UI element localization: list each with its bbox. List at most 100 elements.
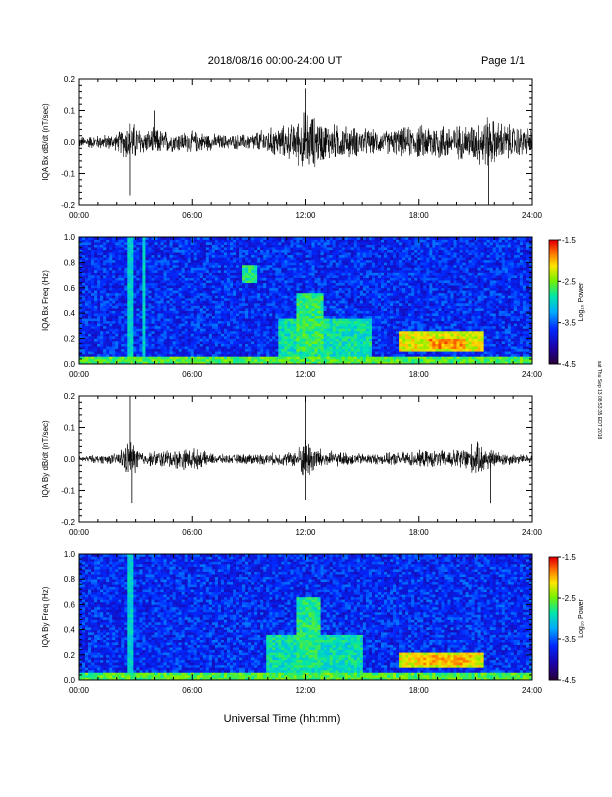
spectrogram-cell (188, 257, 191, 260)
spectrogram-cell (194, 336, 197, 339)
spectrogram-cell (100, 334, 103, 337)
spectrogram-cell (103, 240, 106, 243)
spectrogram-cell (324, 283, 327, 286)
spectrogram-cell (212, 354, 215, 357)
spectrogram-cell (333, 359, 336, 362)
spectrogram-cell (155, 313, 158, 316)
spectrogram-cell (278, 313, 281, 316)
spectrogram-cell (257, 257, 260, 260)
spectrogram-cell (330, 359, 333, 362)
spectrogram-cell (185, 267, 188, 270)
spectrogram-cell (218, 301, 221, 304)
spectrogram-cell (118, 257, 121, 260)
spectrogram-cell (351, 326, 354, 329)
spectrogram-cell (200, 303, 203, 306)
spectrogram-cell (197, 240, 200, 243)
spectrogram-cell (200, 280, 203, 283)
spectrogram-cell (227, 321, 230, 324)
spectrogram-cell (130, 301, 133, 304)
spectrogram-cell (363, 339, 366, 342)
spectrogram-cell (218, 298, 221, 301)
spectrogram-cell (336, 250, 339, 253)
spectrogram-cell (348, 265, 351, 268)
spectrogram-cell (236, 242, 239, 245)
spectrogram-cell (299, 295, 302, 298)
spectrogram-cell (272, 339, 275, 342)
spectrogram-cell (287, 247, 290, 250)
spectrogram-cell (142, 313, 145, 316)
spectrogram-cell (351, 336, 354, 339)
spectrogram-cell (336, 306, 339, 309)
spectrogram-cell (342, 311, 345, 314)
spectrogram-cell (179, 290, 182, 293)
spectrogram-cell (151, 334, 154, 337)
spectrogram-cell (82, 334, 85, 337)
spectrogram-cell (333, 303, 336, 306)
spectrogram-cell (263, 349, 266, 352)
spectrogram-cell (97, 316, 100, 319)
spectrogram-cell (366, 334, 369, 337)
spectrogram-cell (130, 295, 133, 298)
spectrogram-cell (185, 290, 188, 293)
spectrogram-cell (170, 316, 173, 319)
spectrogram-cell (97, 280, 100, 283)
spectrogram-cell (148, 283, 151, 286)
spectrogram-cell (127, 308, 130, 311)
spectrogram-cell (299, 323, 302, 326)
spectrogram-cell (194, 285, 197, 288)
spectrogram-cell (312, 242, 315, 245)
spectrogram-cell (142, 298, 145, 301)
spectrogram-cell (275, 242, 278, 245)
spectrogram-cell (130, 354, 133, 357)
spectrogram-cell (97, 247, 100, 250)
spectrogram-cell (260, 270, 263, 273)
spectrogram-cell (206, 290, 209, 293)
spectrogram-cell (278, 283, 281, 286)
spectrogram-cell (164, 334, 167, 337)
spectrogram-cell (191, 349, 194, 352)
spectrogram-cell (224, 288, 227, 291)
spectrogram-cell (360, 275, 363, 278)
spectrogram-cell (185, 331, 188, 334)
spectrogram-cell (182, 334, 185, 337)
spectrogram-cell (345, 344, 348, 347)
spectrogram-cell (363, 308, 366, 311)
spectrogram-cell (151, 308, 154, 311)
spectrogram-cell (85, 252, 88, 255)
spectrogram-cell (339, 280, 342, 283)
spectrogram-cell (345, 326, 348, 329)
spectrogram-cell (281, 275, 284, 278)
spectrogram-cell (115, 298, 118, 301)
spectrogram-cell (212, 270, 215, 273)
spectrogram-cell (315, 321, 318, 324)
spectrogram-cell (91, 359, 94, 362)
spectrogram-cell (372, 349, 375, 352)
spectrogram-cell (218, 328, 221, 331)
spectrogram-cell (269, 278, 272, 281)
spectrogram-cell (363, 349, 366, 352)
spectrogram-cell (248, 316, 251, 319)
spectrogram-cell (170, 245, 173, 248)
spectrogram-cell (118, 344, 121, 347)
spectrogram-cell (173, 260, 176, 263)
spectrogram-cell (318, 331, 321, 334)
spectrogram-cell (139, 354, 142, 357)
spectrogram-cell (278, 323, 281, 326)
spectrogram-cell (200, 278, 203, 281)
spectrogram-cell (100, 278, 103, 281)
spectrogram-cell (130, 288, 133, 291)
spectrogram-cell (333, 257, 336, 260)
spectrogram-cell (173, 341, 176, 344)
spectrogram-cell (203, 311, 206, 314)
spectrogram-cell (133, 301, 136, 304)
spectrogram-cell (360, 262, 363, 265)
spectrogram-cell (248, 331, 251, 334)
spectrogram-cell (203, 336, 206, 339)
spectrogram-cell (330, 293, 333, 296)
spectrogram-cell (103, 260, 106, 263)
spectrogram-cell (275, 252, 278, 255)
spectrogram-cell (158, 311, 161, 314)
spectrogram-cell (194, 301, 197, 304)
spectrogram-cell (333, 339, 336, 342)
spectrogram-cell (200, 318, 203, 321)
